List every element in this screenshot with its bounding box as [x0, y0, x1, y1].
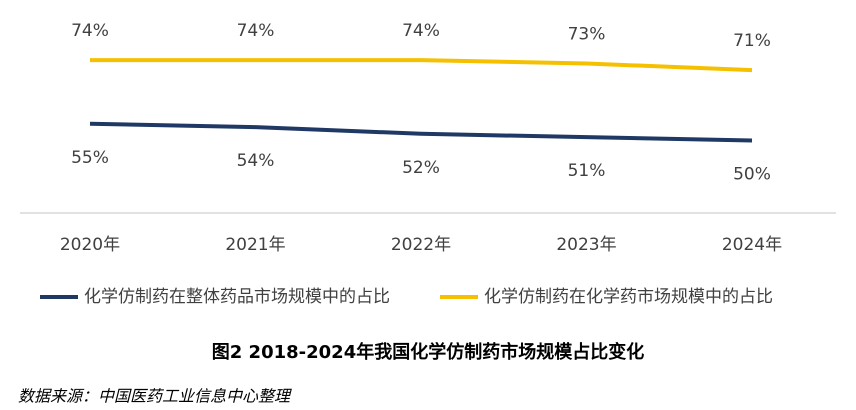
legend-label: 化学仿制药在化学药市场规模中的占比 [484, 287, 773, 307]
series-line [90, 58, 753, 73]
series-line [89, 121, 753, 143]
x-tick-label: 2022年 [391, 235, 451, 255]
value-label: 55% [71, 148, 109, 168]
value-label: 71% [733, 31, 771, 51]
x-tick-label: 2020年 [60, 235, 120, 255]
x-tick-label: 2021年 [225, 235, 285, 255]
value-label: 74% [71, 21, 109, 41]
source-note: 数据来源：中国医药工业信息中心整理 [18, 387, 292, 406]
value-label: 74% [402, 21, 440, 41]
value-label: 73% [568, 24, 606, 44]
value-label: 74% [237, 21, 275, 41]
value-label: 51% [568, 161, 606, 181]
legend-label: 化学仿制药在整体药品市场规模中的占比 [84, 287, 390, 307]
x-tick-label: 2024年 [722, 235, 782, 255]
value-label: 52% [402, 158, 440, 178]
value-label: 50% [733, 165, 771, 185]
chart-title: 图2 2018-2024年我国化学仿制药市场规模占比变化 [212, 341, 644, 363]
value-label: 54% [237, 151, 275, 171]
x-tick-label: 2023年 [556, 235, 616, 255]
